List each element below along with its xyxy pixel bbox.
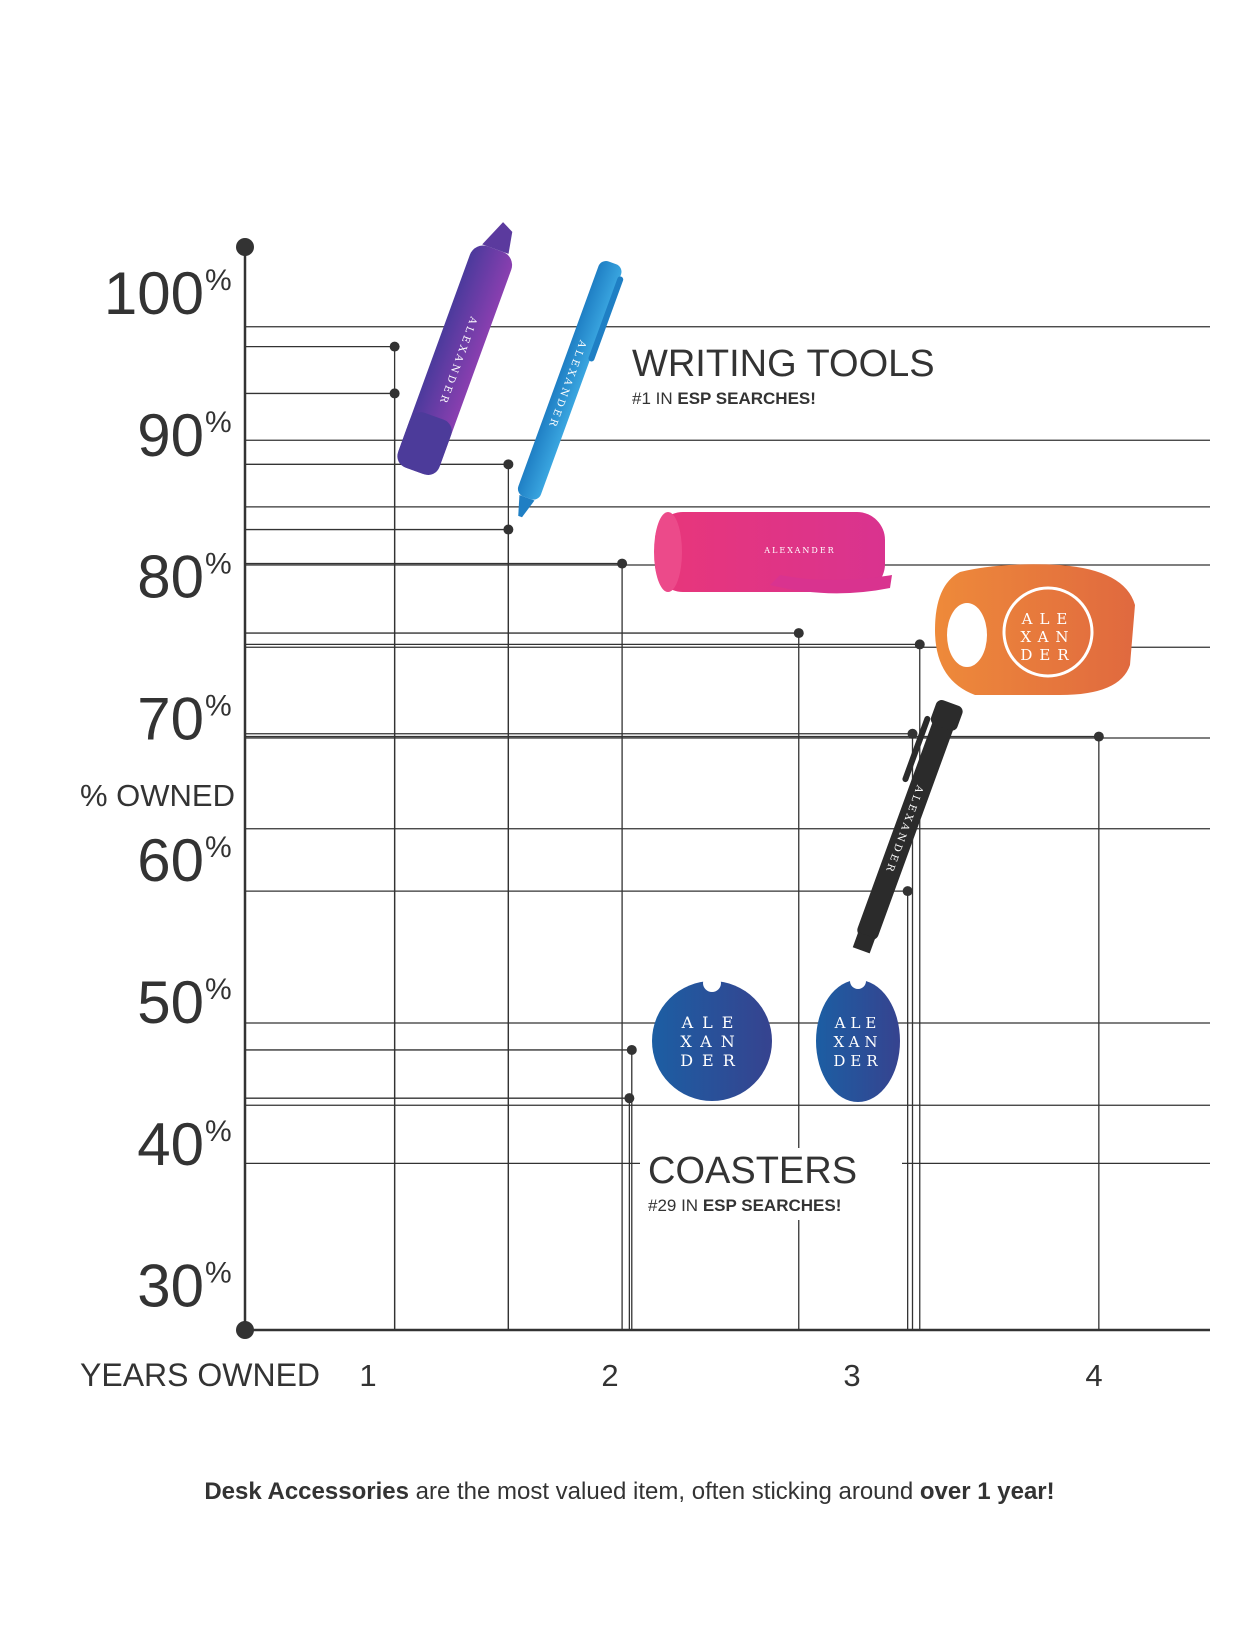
data-point-5 (793, 628, 804, 639)
points-layer (389, 341, 1104, 1104)
x-tick-label-1: 2 (601, 1358, 618, 1393)
y-tick-label-4: 60 (137, 827, 204, 894)
data-point-10 (626, 1044, 637, 1055)
y-tick-label-5: 50 (137, 969, 204, 1036)
y-tick-suffix-4: % (205, 831, 232, 864)
tape-logo-line1: ALE (1021, 610, 1075, 628)
oval-coaster-logo-1: ALE (834, 1014, 882, 1032)
data-point-1 (389, 388, 400, 399)
round-coaster-logo-2: XAN (680, 1032, 743, 1051)
data-point-3 (503, 524, 514, 535)
origin-dot (236, 1321, 254, 1339)
data-point-9 (902, 886, 913, 897)
data-point-7 (907, 728, 918, 739)
data-point-6 (914, 639, 925, 650)
y-tick-label-3: 70 (137, 685, 204, 752)
round-coaster-illustration: ALE XAN DER (652, 974, 772, 1101)
axes-layer (236, 238, 1210, 1339)
black-pen-illustration: ALEXANDER (852, 700, 963, 954)
caption-bold-2: over 1 year! (919, 1478, 1055, 1505)
writing-tools-annotation: WRITING TOOLS #1 IN ESP SEARCHES! (622, 340, 935, 418)
y-tick-suffix-3: % (205, 689, 232, 722)
round-coaster-logo-3: DER (680, 1051, 744, 1070)
y-tick-suffix-2: % (205, 548, 232, 581)
coasters-subtitle: #29 IN ESP SEARCHES! (648, 1196, 841, 1215)
caption-middle: are the most valued item, often sticking… (408, 1478, 920, 1505)
oval-coaster-illustration: ALE XAN DER (816, 973, 900, 1102)
y-tick-label-7: 30 (137, 1253, 204, 1320)
data-point-2 (503, 459, 514, 470)
caption: Desk Accessories are the most valued ite… (0, 1478, 1259, 1506)
writing-tools-subtitle: #1 IN ESP SEARCHES! (632, 389, 816, 408)
flashlight-illustration: ALEXANDER (654, 512, 892, 594)
highlighter-illustration: ALEXANDER (397, 222, 513, 476)
x-tick-label-0: 1 (359, 1358, 376, 1393)
coasters-annotation: COASTERS #29 IN ESP SEARCHES! (640, 1148, 902, 1220)
oval-coaster-logo-2: XAN (833, 1033, 882, 1051)
y-tick-label-0: 100 (104, 260, 204, 327)
y-tick-suffix-1: % (205, 406, 232, 439)
y-tick-suffix-0: % (205, 264, 232, 297)
tape-measure-illustration: ALE XAN DER (935, 564, 1135, 695)
oval-coaster-logo-3: DER (833, 1052, 882, 1070)
y-tick-label-2: 80 (137, 544, 204, 611)
y-tick-label-6: 40 (137, 1111, 204, 1178)
tape-logo-line2: XAN (1020, 628, 1075, 646)
data-point-4 (617, 558, 628, 569)
ticks-layer: 100 %90 %80 %70 %60 %50 %40 %30 %1 2 3 4 (104, 260, 1103, 1393)
data-point-0 (389, 341, 400, 352)
flashlight-logo: ALEXANDER (763, 546, 835, 555)
writing-tools-title: WRITING TOOLS (632, 343, 935, 385)
y-tick-label-1: 90 (137, 402, 204, 469)
round-coaster-logo-1: ALE (681, 1013, 743, 1032)
x-tick-label-2: 3 (843, 1358, 860, 1393)
data-point-8 (1093, 731, 1104, 742)
blue-pen-illustration: ALEXANDER (517, 260, 624, 518)
y-tick-suffix-6: % (205, 1115, 232, 1148)
y-tick-suffix-5: % (205, 973, 232, 1006)
y-tick-suffix-7: % (205, 1257, 232, 1290)
data-point-11 (624, 1093, 635, 1104)
y-axis-label: % OWNED (80, 778, 235, 813)
coasters-title: COASTERS (648, 1150, 857, 1192)
x-axis-label: YEARS OWNED (80, 1357, 320, 1393)
tape-logo-line3: DER (1020, 646, 1075, 664)
caption-bold-1: Desk Accessories (204, 1478, 409, 1505)
x-tick-label-3: 4 (1085, 1358, 1102, 1393)
y-axis-end-dot (236, 238, 254, 256)
